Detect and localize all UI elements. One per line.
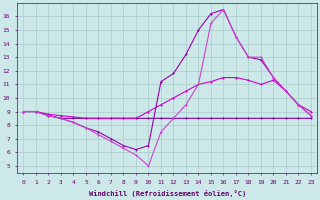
X-axis label: Windchill (Refroidissement éolien,°C): Windchill (Refroidissement éolien,°C): [89, 190, 246, 197]
